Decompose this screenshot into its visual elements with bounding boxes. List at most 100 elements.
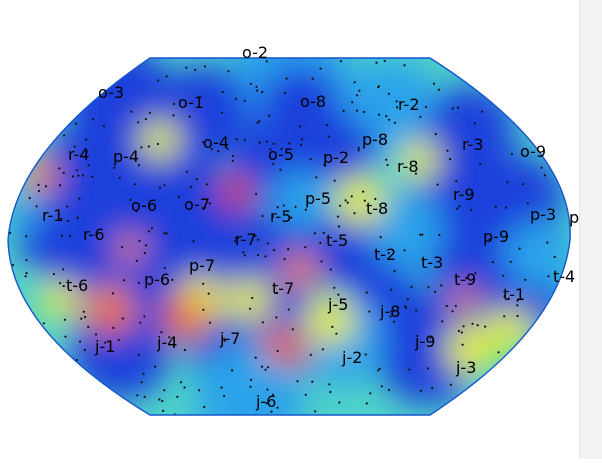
region-label-t-2: t-2	[374, 245, 396, 264]
sample-point	[271, 215, 274, 218]
sample-point	[85, 150, 89, 153]
sample-point	[143, 395, 146, 398]
sample-point	[564, 99, 567, 102]
region-label-j-9: j-9	[414, 332, 435, 351]
sample-point	[473, 122, 476, 125]
sample-point	[54, 66, 57, 69]
sample-point	[455, 180, 458, 183]
sample-point	[158, 186, 162, 189]
sample-point	[209, 321, 212, 324]
sample-point	[25, 235, 28, 238]
sample-point	[543, 370, 546, 374]
sample-point	[19, 123, 22, 126]
sample-point	[202, 282, 205, 285]
sample-point	[114, 400, 117, 404]
sample-point	[503, 315, 506, 318]
sample-point	[282, 204, 285, 207]
sample-point	[365, 402, 368, 405]
sample-point	[258, 120, 261, 123]
sample-point	[243, 254, 246, 257]
sample-point	[534, 403, 538, 406]
sample-point	[431, 387, 434, 390]
sample-point	[509, 260, 512, 263]
heat-blob	[228, 278, 272, 322]
sample-point	[275, 291, 278, 294]
sample-point	[513, 96, 516, 99]
sample-point	[396, 106, 399, 109]
sample-point	[117, 338, 120, 342]
sample-point	[94, 333, 98, 336]
sample-point	[272, 393, 275, 396]
sample-point	[276, 206, 279, 209]
sample-point	[195, 178, 198, 181]
sample-point	[235, 138, 238, 141]
sample-point	[426, 367, 430, 370]
region-label-o-8: o-8	[300, 92, 326, 111]
sample-point	[388, 118, 391, 121]
region-label-o-6: o-6	[131, 196, 157, 215]
sample-point	[264, 255, 267, 258]
sample-point	[296, 380, 299, 383]
sample-point	[283, 258, 286, 261]
sample-point	[516, 304, 519, 307]
sample-point	[387, 92, 390, 95]
sample-point	[327, 135, 330, 138]
sample-point	[427, 286, 430, 289]
sample-point	[462, 325, 465, 328]
sample-point	[254, 234, 257, 238]
region-label-o-7: o-7	[184, 195, 210, 214]
sample-point	[135, 259, 138, 262]
sample-point	[52, 371, 55, 374]
heat-blob	[505, 220, 571, 290]
sample-point	[143, 315, 146, 318]
sample-point	[188, 115, 191, 118]
sample-point	[311, 77, 314, 80]
sample-point	[385, 115, 388, 118]
sample-point	[320, 260, 323, 263]
region-label-r-8: r-8	[397, 157, 419, 176]
region-label-p-8: p-8	[362, 130, 388, 149]
sample-point	[429, 336, 432, 339]
sample-point	[87, 325, 90, 328]
sample-point	[436, 183, 439, 186]
sample-point	[60, 234, 64, 237]
sample-point	[177, 196, 180, 199]
sample-point	[74, 122, 77, 125]
region-label-o-1: o-1	[178, 93, 204, 112]
sample-point	[264, 368, 267, 371]
sample-point	[205, 183, 209, 186]
sample-point	[78, 64, 81, 67]
sample-point	[62, 285, 65, 288]
vertical-scrollbar[interactable]	[579, 0, 602, 459]
sample-point	[329, 268, 332, 271]
sample-point	[333, 286, 336, 289]
sample-point	[516, 299, 519, 302]
sample-point	[288, 142, 291, 145]
sample-point	[16, 146, 19, 149]
sample-point	[234, 97, 237, 100]
sample-point	[227, 70, 230, 73]
sample-point	[113, 166, 116, 169]
sample-point	[415, 309, 418, 312]
sample-point	[46, 103, 49, 106]
sample-point	[63, 134, 66, 137]
heat-blob	[101, 307, 123, 329]
sample-point	[202, 308, 205, 311]
sample-point	[144, 117, 147, 121]
sample-point	[68, 235, 72, 238]
sample-point	[157, 79, 160, 82]
sample-point	[474, 272, 477, 275]
sample-point	[290, 216, 293, 219]
sample-point	[27, 354, 30, 357]
sample-point	[59, 282, 62, 285]
sample-point	[190, 185, 193, 188]
sample-point	[101, 59, 104, 62]
sample-point	[543, 174, 547, 177]
sample-point	[19, 168, 22, 172]
sample-point	[220, 111, 223, 114]
sample-point	[470, 208, 473, 211]
sample-point	[481, 110, 484, 113]
sample-point	[362, 190, 365, 193]
region-label-r-2: r-2	[398, 95, 420, 114]
